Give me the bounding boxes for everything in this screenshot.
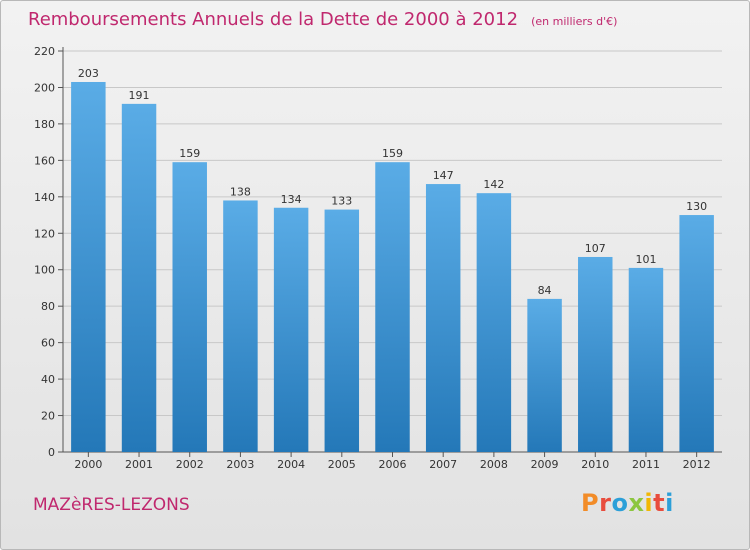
y-tick-label: 100: [34, 264, 55, 277]
logo-letter: r: [599, 489, 612, 517]
y-tick-label: 20: [41, 410, 55, 423]
bar-2005[interactable]: [324, 209, 360, 452]
data-label-2005: 133: [331, 195, 352, 208]
y-tick-label: 140: [34, 191, 55, 204]
y-tick-label: 40: [41, 373, 55, 386]
x-tick-label-2007: 2007: [429, 458, 457, 471]
data-label-2002: 159: [179, 147, 200, 160]
y-tick-label: 60: [41, 337, 55, 350]
bar-2010[interactable]: [578, 256, 613, 452]
title-unit: (en milliers d'€): [531, 15, 618, 28]
x-tick-label-2012: 2012: [683, 458, 711, 471]
data-label-2009: 84: [538, 284, 552, 297]
data-label-2003: 138: [230, 185, 251, 198]
x-tick-label-2001: 2001: [125, 458, 153, 471]
logo-letter: i: [665, 489, 674, 517]
bar-2000[interactable]: [71, 81, 106, 453]
bar-2006[interactable]: [375, 162, 410, 452]
y-tick-label: 0: [48, 446, 55, 459]
x-tick-label-2005: 2005: [328, 458, 356, 471]
x-tick-labels: 2000 2001 2002 2003 2004 2005 2006 2007 2008 2009…: [74, 458, 710, 471]
bar-2012[interactable]: [679, 215, 714, 452]
x-tick-label-2011: 2011: [632, 458, 660, 471]
y-tick-label: 160: [34, 154, 55, 167]
y-tick-label: 200: [34, 81, 55, 94]
y-tick-label: 220: [34, 45, 55, 58]
data-label-2007: 147: [433, 169, 454, 182]
data-label-2010: 107: [585, 242, 606, 255]
bar-2011[interactable]: [628, 267, 664, 452]
data-label-2011: 101: [635, 253, 656, 266]
x-tick-label-2006: 2006: [379, 458, 407, 471]
proxiti-logo[interactable]: Proxiti: [581, 489, 674, 517]
y-tick-label: 120: [34, 227, 55, 240]
x-tick-label-2008: 2008: [480, 458, 508, 471]
data-label-2008: 142: [483, 178, 504, 191]
logo-letter: i: [644, 489, 654, 517]
x-tick-label-2003: 2003: [226, 458, 254, 471]
bar-2004[interactable]: [273, 207, 309, 452]
bar-2003[interactable]: [223, 200, 258, 452]
data-label-2000: 203: [78, 67, 99, 80]
bars: [71, 81, 714, 453]
bar-2008[interactable]: [476, 193, 512, 452]
x-tick-label-2009: 2009: [531, 458, 559, 471]
bar-2007[interactable]: [425, 184, 461, 453]
chart-title: Remboursements Annuels de la Dette de 20…: [28, 9, 617, 30]
logo-letter: P: [581, 489, 600, 517]
logo-letter: x: [628, 489, 645, 517]
y-tick-labels: 0 20 40 60 80 100 120 140 160 180 200 220: [34, 45, 55, 459]
data-label-2001: 191: [129, 89, 150, 102]
data-labels: 203 191 159 138 134 133 159 147 142 84 107 101 130: [78, 67, 707, 297]
commune-name: MAZèRES-LEZONS: [33, 495, 190, 515]
bar-2001[interactable]: [121, 103, 157, 452]
data-label-2012: 130: [686, 200, 707, 213]
data-label-2004: 134: [281, 193, 302, 206]
y-tick-label: 180: [34, 118, 55, 131]
x-tick-label-2010: 2010: [581, 458, 609, 471]
x-tick-label-2002: 2002: [176, 458, 204, 471]
data-label-2006: 159: [382, 147, 403, 160]
y-tick-label: 80: [41, 300, 55, 313]
bar-2002[interactable]: [172, 162, 207, 452]
logo-letter: t: [653, 489, 666, 517]
x-tick-label-2004: 2004: [277, 458, 305, 471]
bar-2009[interactable]: [527, 298, 562, 452]
x-tick-label-2000: 2000: [74, 458, 102, 471]
title-main: Remboursements Annuels de la Dette de 20…: [28, 9, 519, 30]
logo-letter: o: [611, 489, 629, 517]
